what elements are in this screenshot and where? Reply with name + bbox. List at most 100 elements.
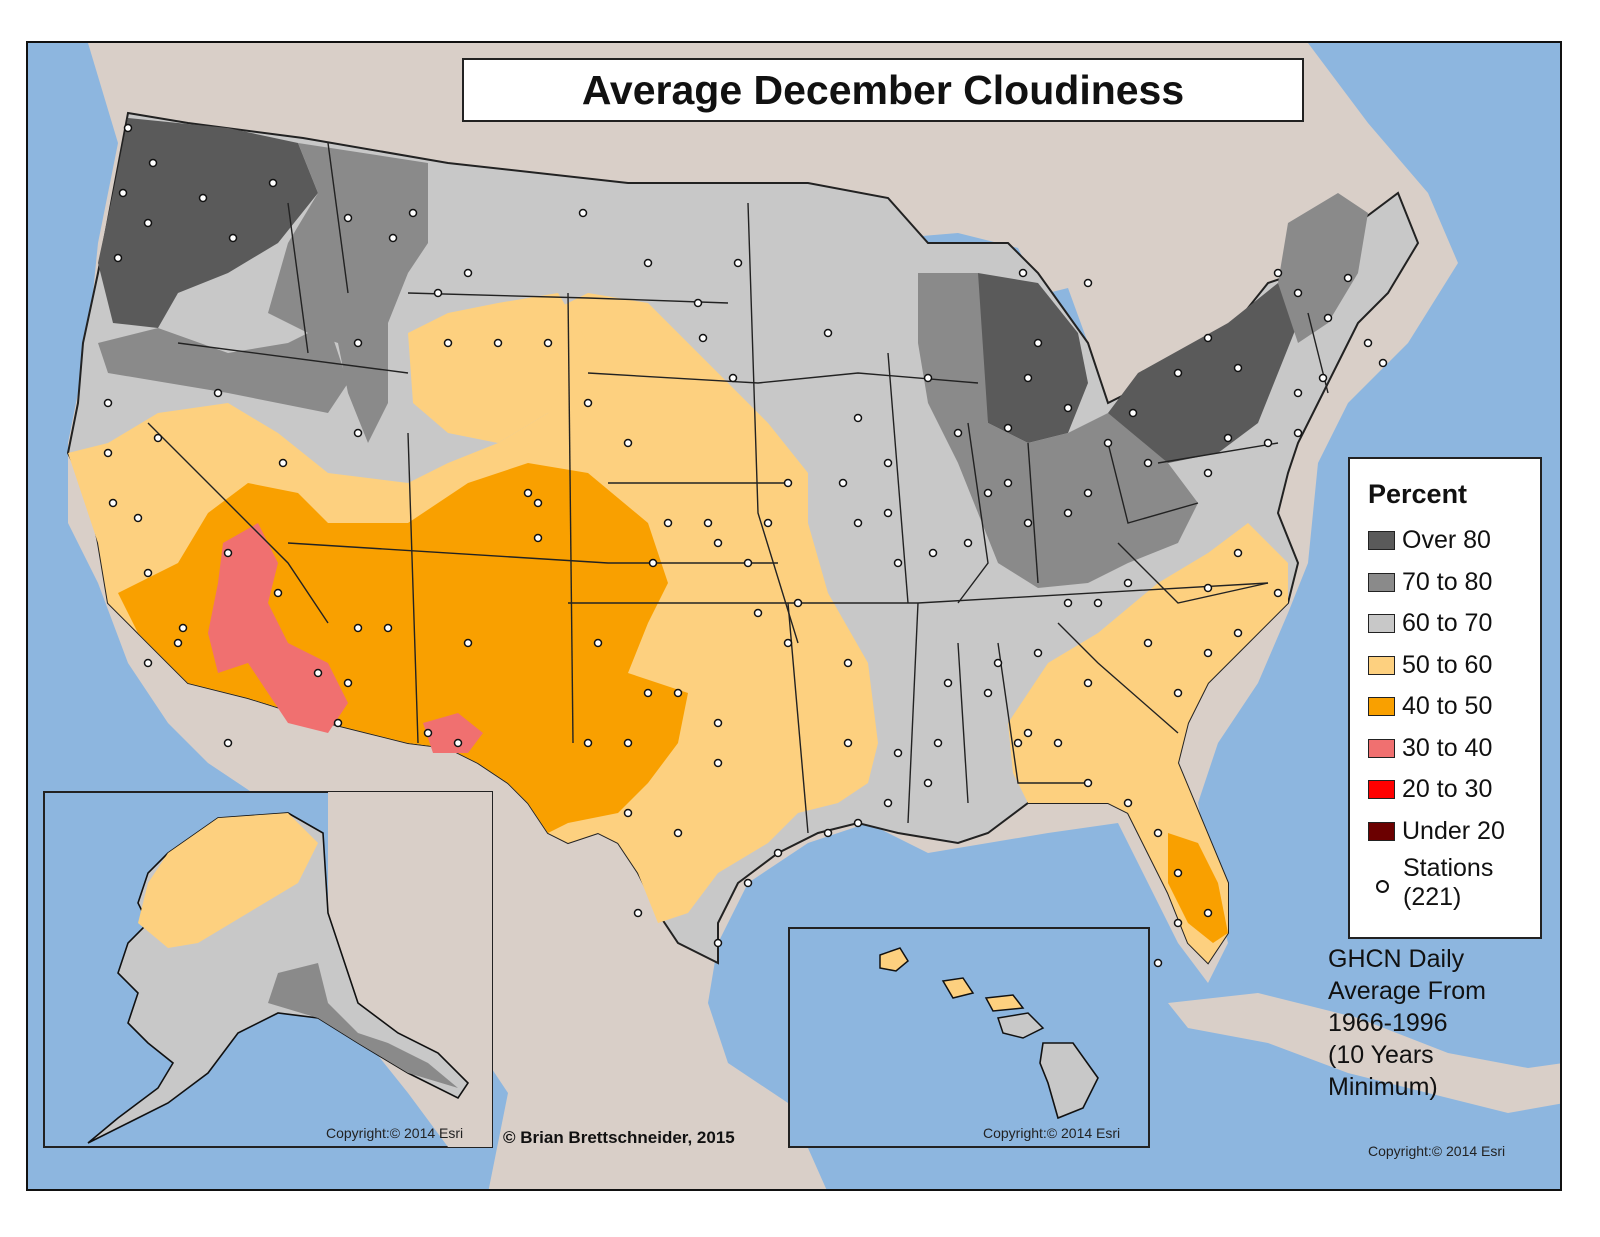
station-marker (113, 253, 123, 263)
station-marker (1263, 438, 1273, 448)
alaska-inset (43, 791, 493, 1148)
station-marker (1018, 268, 1028, 278)
station-marker (1143, 458, 1153, 468)
station-marker (763, 518, 773, 528)
station-marker (543, 338, 553, 348)
station-marker (463, 638, 473, 648)
station-marker (993, 658, 1003, 668)
station-marker (433, 288, 443, 298)
station-marker (1203, 648, 1213, 658)
station-marker (533, 498, 543, 508)
station-marker (623, 738, 633, 748)
legend-swatch (1368, 697, 1395, 717)
station-marker (1363, 338, 1373, 348)
alaska-copyright: Copyright:© 2014 Esri (326, 1125, 464, 1141)
station-marker (1083, 678, 1093, 688)
legend-item: 60 to 70 (1368, 603, 1540, 645)
map-frame: Average December Cloudiness Percent Over… (26, 41, 1562, 1191)
station-marker (843, 658, 853, 668)
station-marker (1123, 578, 1133, 588)
station-marker (408, 208, 418, 218)
map-canvas[interactable] (28, 43, 1562, 1191)
station-marker (623, 438, 633, 448)
station-marker (278, 458, 288, 468)
station-marker (273, 588, 283, 598)
station-marker (118, 188, 128, 198)
legend-item: 30 to 40 (1368, 728, 1540, 770)
station-marker (673, 828, 683, 838)
station-marker (953, 428, 963, 438)
station-marker (943, 678, 953, 688)
station-marker (313, 668, 323, 678)
legend-label: 20 to 30 (1402, 775, 1493, 804)
legend-swatch (1368, 780, 1395, 800)
legend-label: 50 to 60 (1402, 650, 1493, 679)
station-marker (773, 848, 783, 858)
station-marker (1293, 388, 1303, 398)
station-marker (213, 388, 223, 398)
station-marker (108, 498, 118, 508)
station-marker (1318, 373, 1328, 383)
station-marker (143, 658, 153, 668)
station-marker (893, 748, 903, 758)
station-marker (343, 678, 353, 688)
station-marker (198, 193, 208, 203)
stations-count: (221) (1403, 883, 1462, 911)
station-marker (383, 623, 393, 633)
station-marker (713, 938, 723, 948)
legend-label: Under 20 (1402, 816, 1505, 845)
station-marker (333, 718, 343, 728)
station-marker (493, 338, 503, 348)
station-marker (1203, 908, 1213, 918)
station-marker (353, 428, 363, 438)
legend-item: Over 80 (1368, 520, 1540, 562)
legend-swatch (1368, 821, 1395, 841)
legend-swatch (1368, 738, 1395, 758)
station-marker (1273, 588, 1283, 598)
author-credit: © Brian Brettschneider, 2015 (503, 1128, 735, 1147)
station-marker (713, 758, 723, 768)
legend-label: 30 to 40 (1402, 733, 1493, 762)
station-marker (893, 558, 903, 568)
zones-70-80 (98, 143, 1368, 588)
station-marker (463, 268, 473, 278)
station-marker (1153, 828, 1163, 838)
station-marker (963, 538, 973, 548)
station-marker (1013, 738, 1023, 748)
station-marker (928, 548, 938, 558)
station-marker (1123, 798, 1133, 808)
state-borders (147, 142, 1329, 834)
station-marker (698, 333, 708, 343)
station-marker (743, 878, 753, 888)
station-marker (1233, 363, 1243, 373)
station-marker (1003, 423, 1013, 433)
station-marker (1053, 738, 1063, 748)
hawaii-inset (788, 927, 1150, 1148)
station-marker (1023, 728, 1033, 738)
station-marker (883, 458, 893, 468)
zones-over-80 (98, 118, 1298, 463)
legend-swatch (1368, 655, 1395, 675)
map-title: Average December Cloudiness (462, 58, 1304, 122)
station-dot-icon (1376, 880, 1389, 893)
note-line: Average From (1328, 977, 1486, 1005)
legend-item: 20 to 30 (1368, 769, 1540, 811)
station-marker (728, 373, 738, 383)
station-marker (783, 638, 793, 648)
station-marker (1103, 438, 1113, 448)
note-line: (10 Years (1328, 1041, 1434, 1069)
note-line: Minimum) (1328, 1073, 1438, 1101)
station-marker (1023, 373, 1033, 383)
station-marker (1023, 518, 1033, 528)
station-marker (983, 488, 993, 498)
station-marker (1293, 428, 1303, 438)
station-marker (1063, 403, 1073, 413)
hawaii-copyright: Copyright:© 2014 Esri (983, 1125, 1121, 1141)
station-marker (423, 728, 433, 738)
station-marker (743, 558, 753, 568)
station-marker (633, 908, 643, 918)
station-marker (693, 298, 703, 308)
station-marker (1378, 358, 1388, 368)
main-copyright: Copyright:© 2014 Esri (1368, 1143, 1506, 1159)
station-marker (703, 518, 713, 528)
